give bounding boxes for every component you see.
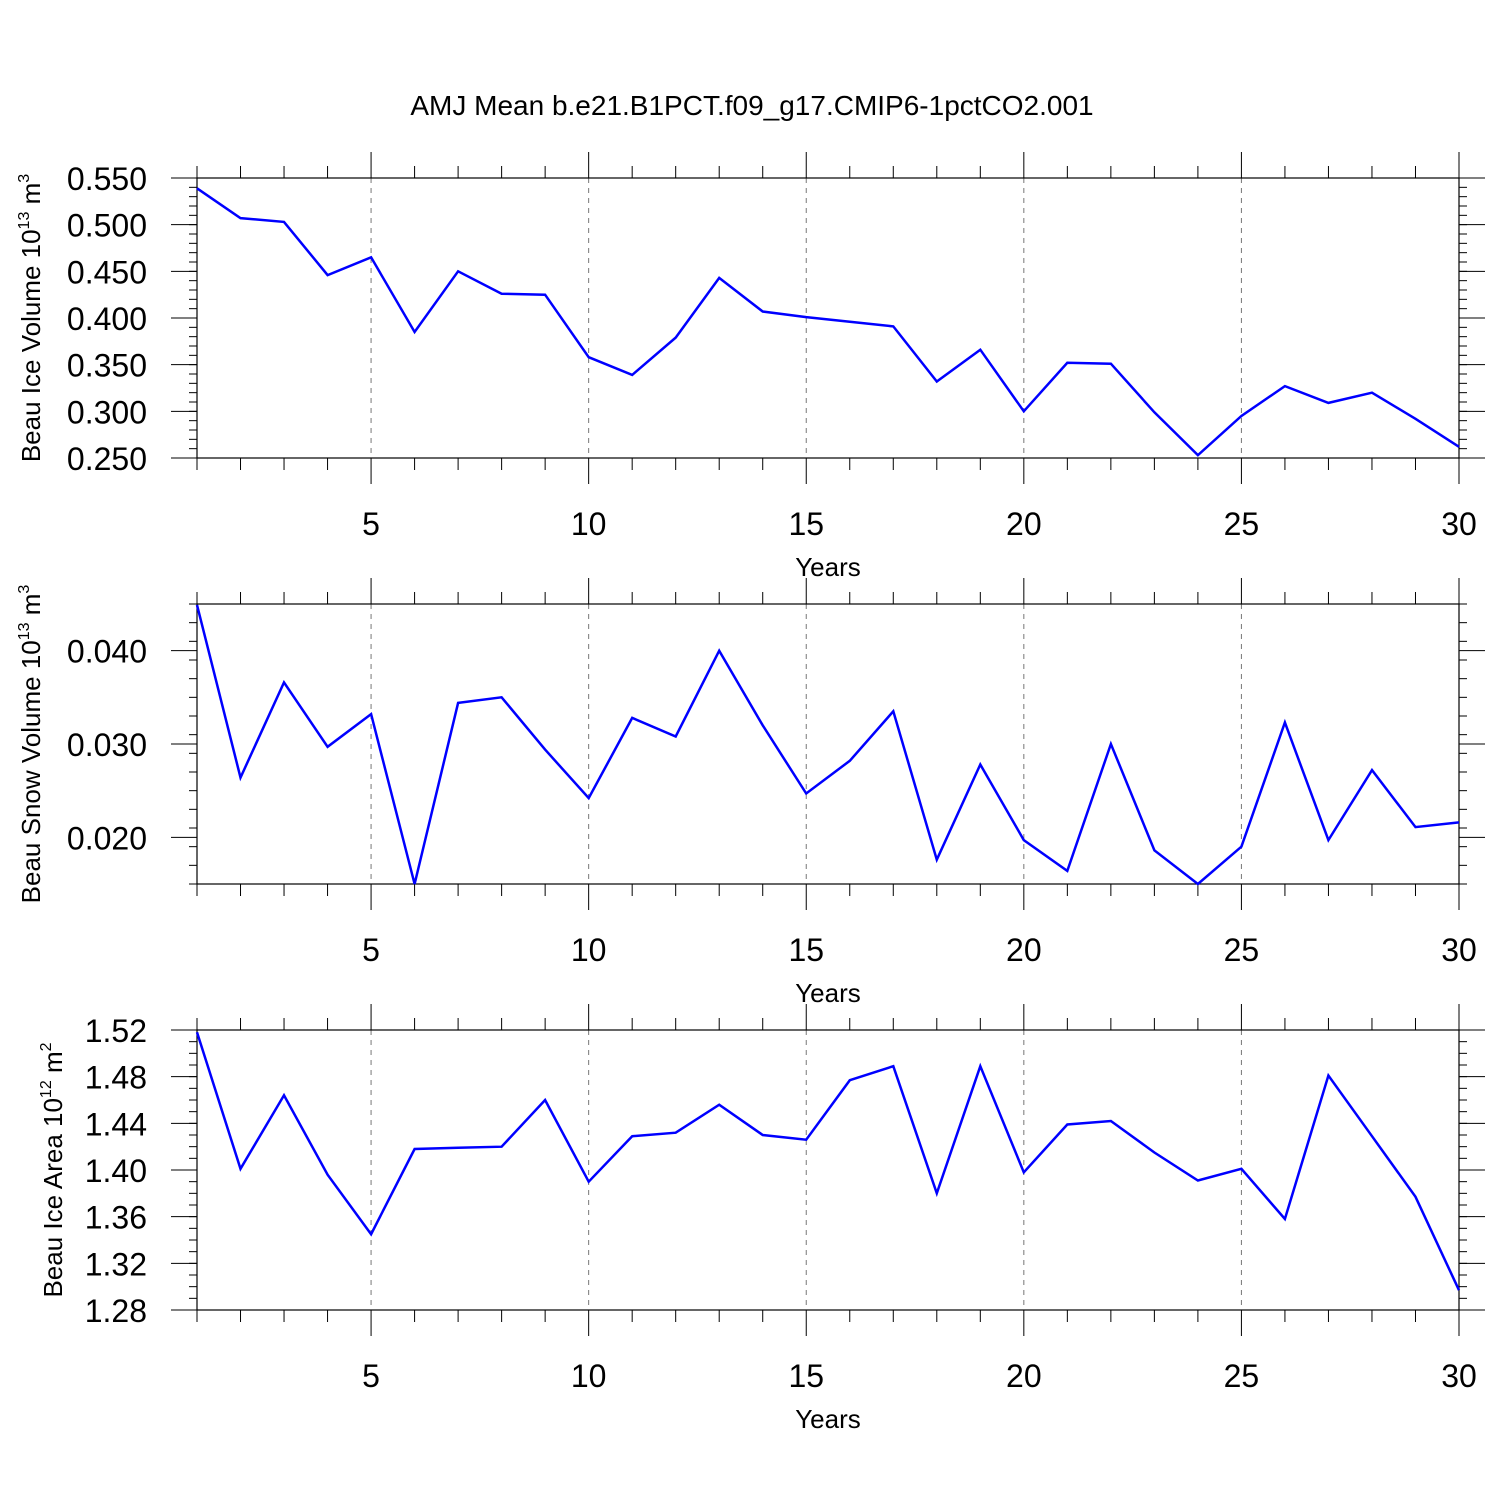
y-tick-label: 1.44 [85,1106,147,1142]
y-axis-title: Beau Ice Volume 1013 m3 [16,174,46,462]
y-tick-label: 1.28 [85,1293,147,1329]
chart-panel-1: 5 10 15 20 25 30 0.250 0.300 0.350 0.400 0.450 0.50… [16,152,1485,582]
x-tick-label: 5 [362,1358,380,1394]
plot-frame [196,177,1460,459]
series-line [195,604,1460,886]
x-tick-label: 5 [362,506,380,542]
plot-frame [196,1029,1460,1311]
series-line [195,1031,1461,1291]
y-tick-label: 1.40 [85,1153,147,1189]
x-tick-label: 10 [571,932,607,968]
chart-panel-3: 5 10 15 20 25 30 1.28 1.32 1.36 1.40 1.44 1.48 1.52 Y… [38,1004,1485,1434]
x-tick-label: 5 [362,932,380,968]
x-tick-label: 10 [571,506,607,542]
x-tick-label: 20 [1006,1358,1042,1394]
plot-frame [196,603,1460,885]
x-tick-label: 10 [571,1358,607,1394]
y-tick-label: 0.300 [67,394,147,430]
x-tick-label: 15 [788,1358,824,1394]
y-tick-label: 0.250 [67,441,147,477]
x-tick-label: 25 [1224,932,1260,968]
x-tick-label: 15 [788,932,824,968]
chart-panel-2: 5 10 15 20 25 30 0.020 0.030 0.040 Years Beau Snow… [16,578,1485,1008]
y-axis-title: Beau Snow Volume 1013 m3 [16,585,46,904]
x-axis-title: Years [795,552,861,582]
y-tick-label: 0.450 [67,254,147,290]
x-tick-label: 30 [1441,1358,1477,1394]
x-tick-label: 25 [1224,1358,1260,1394]
x-tick-label: 20 [1006,506,1042,542]
y-tick-label: 0.350 [67,348,147,384]
y-tick-label: 0.040 [67,634,147,670]
y-tick-label: 0.400 [67,301,147,337]
figure-title: AMJ Mean b.e21.B1PCT.f09_g17.CMIP6-1pctC… [410,90,1093,121]
y-tick-label: 1.48 [85,1060,147,1096]
series-line [196,187,1460,457]
panels: 5 10 15 20 25 30 0.250 0.300 0.350 0.400 0.450 0.50… [16,152,1485,1434]
y-axis-title: Beau Ice Area 1012 m2 [38,1042,68,1297]
x-tick-label: 30 [1441,506,1477,542]
y-tick-label: 1.36 [85,1200,147,1236]
x-tick-label: 30 [1441,932,1477,968]
y-tick-label: 0.020 [67,820,147,856]
y-tick-label: 0.550 [67,161,147,197]
y-tick-label: 1.32 [85,1246,147,1282]
y-tick-label: 1.52 [85,1013,147,1049]
y-tick-label: 0.030 [67,727,147,763]
x-axis-title: Years [795,1404,861,1434]
x-tick-label: 15 [788,506,824,542]
x-axis-title: Years [795,978,861,1008]
x-tick-label: 25 [1224,506,1260,542]
y-tick-label: 0.500 [67,208,147,244]
x-tick-label: 20 [1006,932,1042,968]
